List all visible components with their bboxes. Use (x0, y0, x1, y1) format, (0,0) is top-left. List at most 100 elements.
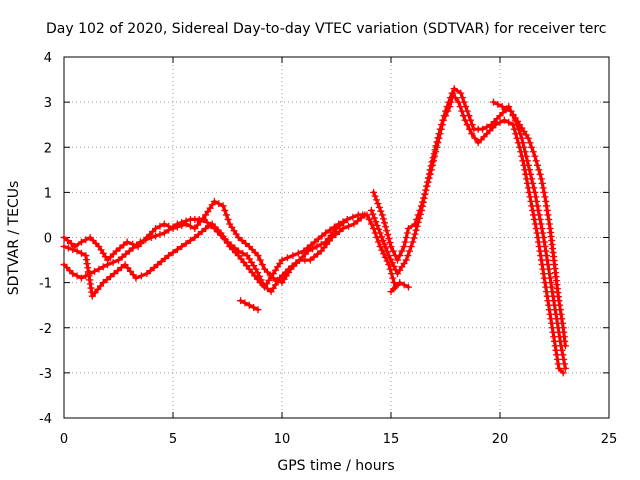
data-point (376, 229, 384, 237)
data-point (426, 166, 434, 174)
data-point (117, 264, 125, 272)
data-point (278, 256, 286, 264)
data-point (458, 94, 466, 102)
data-point (537, 252, 545, 260)
data-point (245, 301, 253, 309)
data-point (314, 235, 322, 243)
data-point (561, 364, 569, 372)
data-point (178, 218, 186, 226)
data-point (389, 247, 397, 255)
data-point (433, 138, 441, 146)
data-point (73, 272, 81, 280)
data-point (544, 297, 552, 305)
data-point (471, 134, 479, 142)
data-point (388, 259, 396, 267)
data-point (382, 244, 390, 252)
data-point (536, 170, 544, 178)
x-tick-label: 25 (601, 432, 618, 447)
data-point (365, 215, 373, 223)
data-point (84, 268, 92, 276)
data-point (150, 264, 158, 272)
data-point (142, 236, 150, 244)
grid (64, 57, 609, 418)
data-point (400, 281, 408, 289)
data-point (202, 224, 210, 232)
data-point (136, 238, 144, 246)
data-point (67, 240, 75, 248)
data-point (84, 264, 92, 272)
data-point (500, 116, 508, 124)
data-point (256, 256, 264, 264)
data-point (492, 121, 500, 129)
x-tick-label: 5 (169, 432, 177, 447)
y-tick-label: -3 (39, 367, 52, 382)
data-point (252, 265, 260, 273)
y-axis: -4 -3 -2 -1 0 1 2 3 4 (39, 51, 609, 427)
data-point (260, 282, 268, 290)
data-point (107, 273, 115, 281)
data-point (289, 252, 297, 260)
data-point (546, 310, 554, 318)
data-point (238, 237, 246, 245)
data-point (420, 194, 428, 202)
data-point (222, 211, 230, 219)
data-point (409, 238, 417, 246)
data-point (561, 342, 569, 350)
data-point (533, 161, 541, 169)
data-point (109, 258, 117, 266)
data-point (378, 246, 386, 254)
data-point (161, 255, 169, 263)
data-point (523, 175, 531, 183)
data-point (439, 116, 447, 124)
data-point (545, 220, 553, 228)
data-point (558, 346, 566, 354)
data-point (456, 103, 464, 111)
data-point (551, 342, 559, 350)
data-point (533, 229, 541, 237)
data-point (557, 310, 565, 318)
data-point (215, 200, 223, 208)
data-point (73, 247, 81, 255)
data-point (367, 206, 375, 214)
data-point (559, 351, 567, 359)
data-point (77, 249, 85, 257)
data-point (394, 256, 402, 264)
data-point (241, 299, 249, 307)
data-point (411, 230, 419, 238)
data-point (413, 222, 421, 230)
data-point (328, 234, 336, 241)
data-point (186, 237, 194, 245)
data-point (551, 337, 558, 345)
data-point (256, 279, 264, 287)
data-point (553, 351, 561, 359)
data-point (503, 105, 511, 113)
data-point (306, 256, 314, 264)
data-point (374, 200, 382, 208)
data-point (292, 259, 300, 267)
data-point (283, 254, 291, 262)
data-point (556, 301, 564, 309)
data-point (398, 247, 406, 255)
data-point (432, 142, 440, 150)
data-point (194, 230, 202, 238)
data-point (555, 364, 563, 372)
data-point (535, 166, 543, 174)
data-point (406, 247, 414, 255)
data-point (335, 227, 343, 235)
data-point (182, 240, 190, 248)
y-tick-label: 0 (44, 232, 52, 247)
data-point (540, 188, 548, 196)
data-point (221, 206, 229, 214)
data-point (332, 230, 340, 238)
data-point (125, 247, 133, 255)
data-point (390, 262, 398, 270)
data-point (160, 220, 168, 228)
data-point (91, 267, 99, 275)
series-track-6 (367, 89, 567, 377)
data-point (538, 179, 546, 187)
data-point (122, 250, 130, 258)
data-point (541, 193, 549, 201)
x-axis-label: GPS time / hours (277, 458, 394, 474)
data-point (526, 193, 534, 201)
data-point (60, 234, 68, 241)
